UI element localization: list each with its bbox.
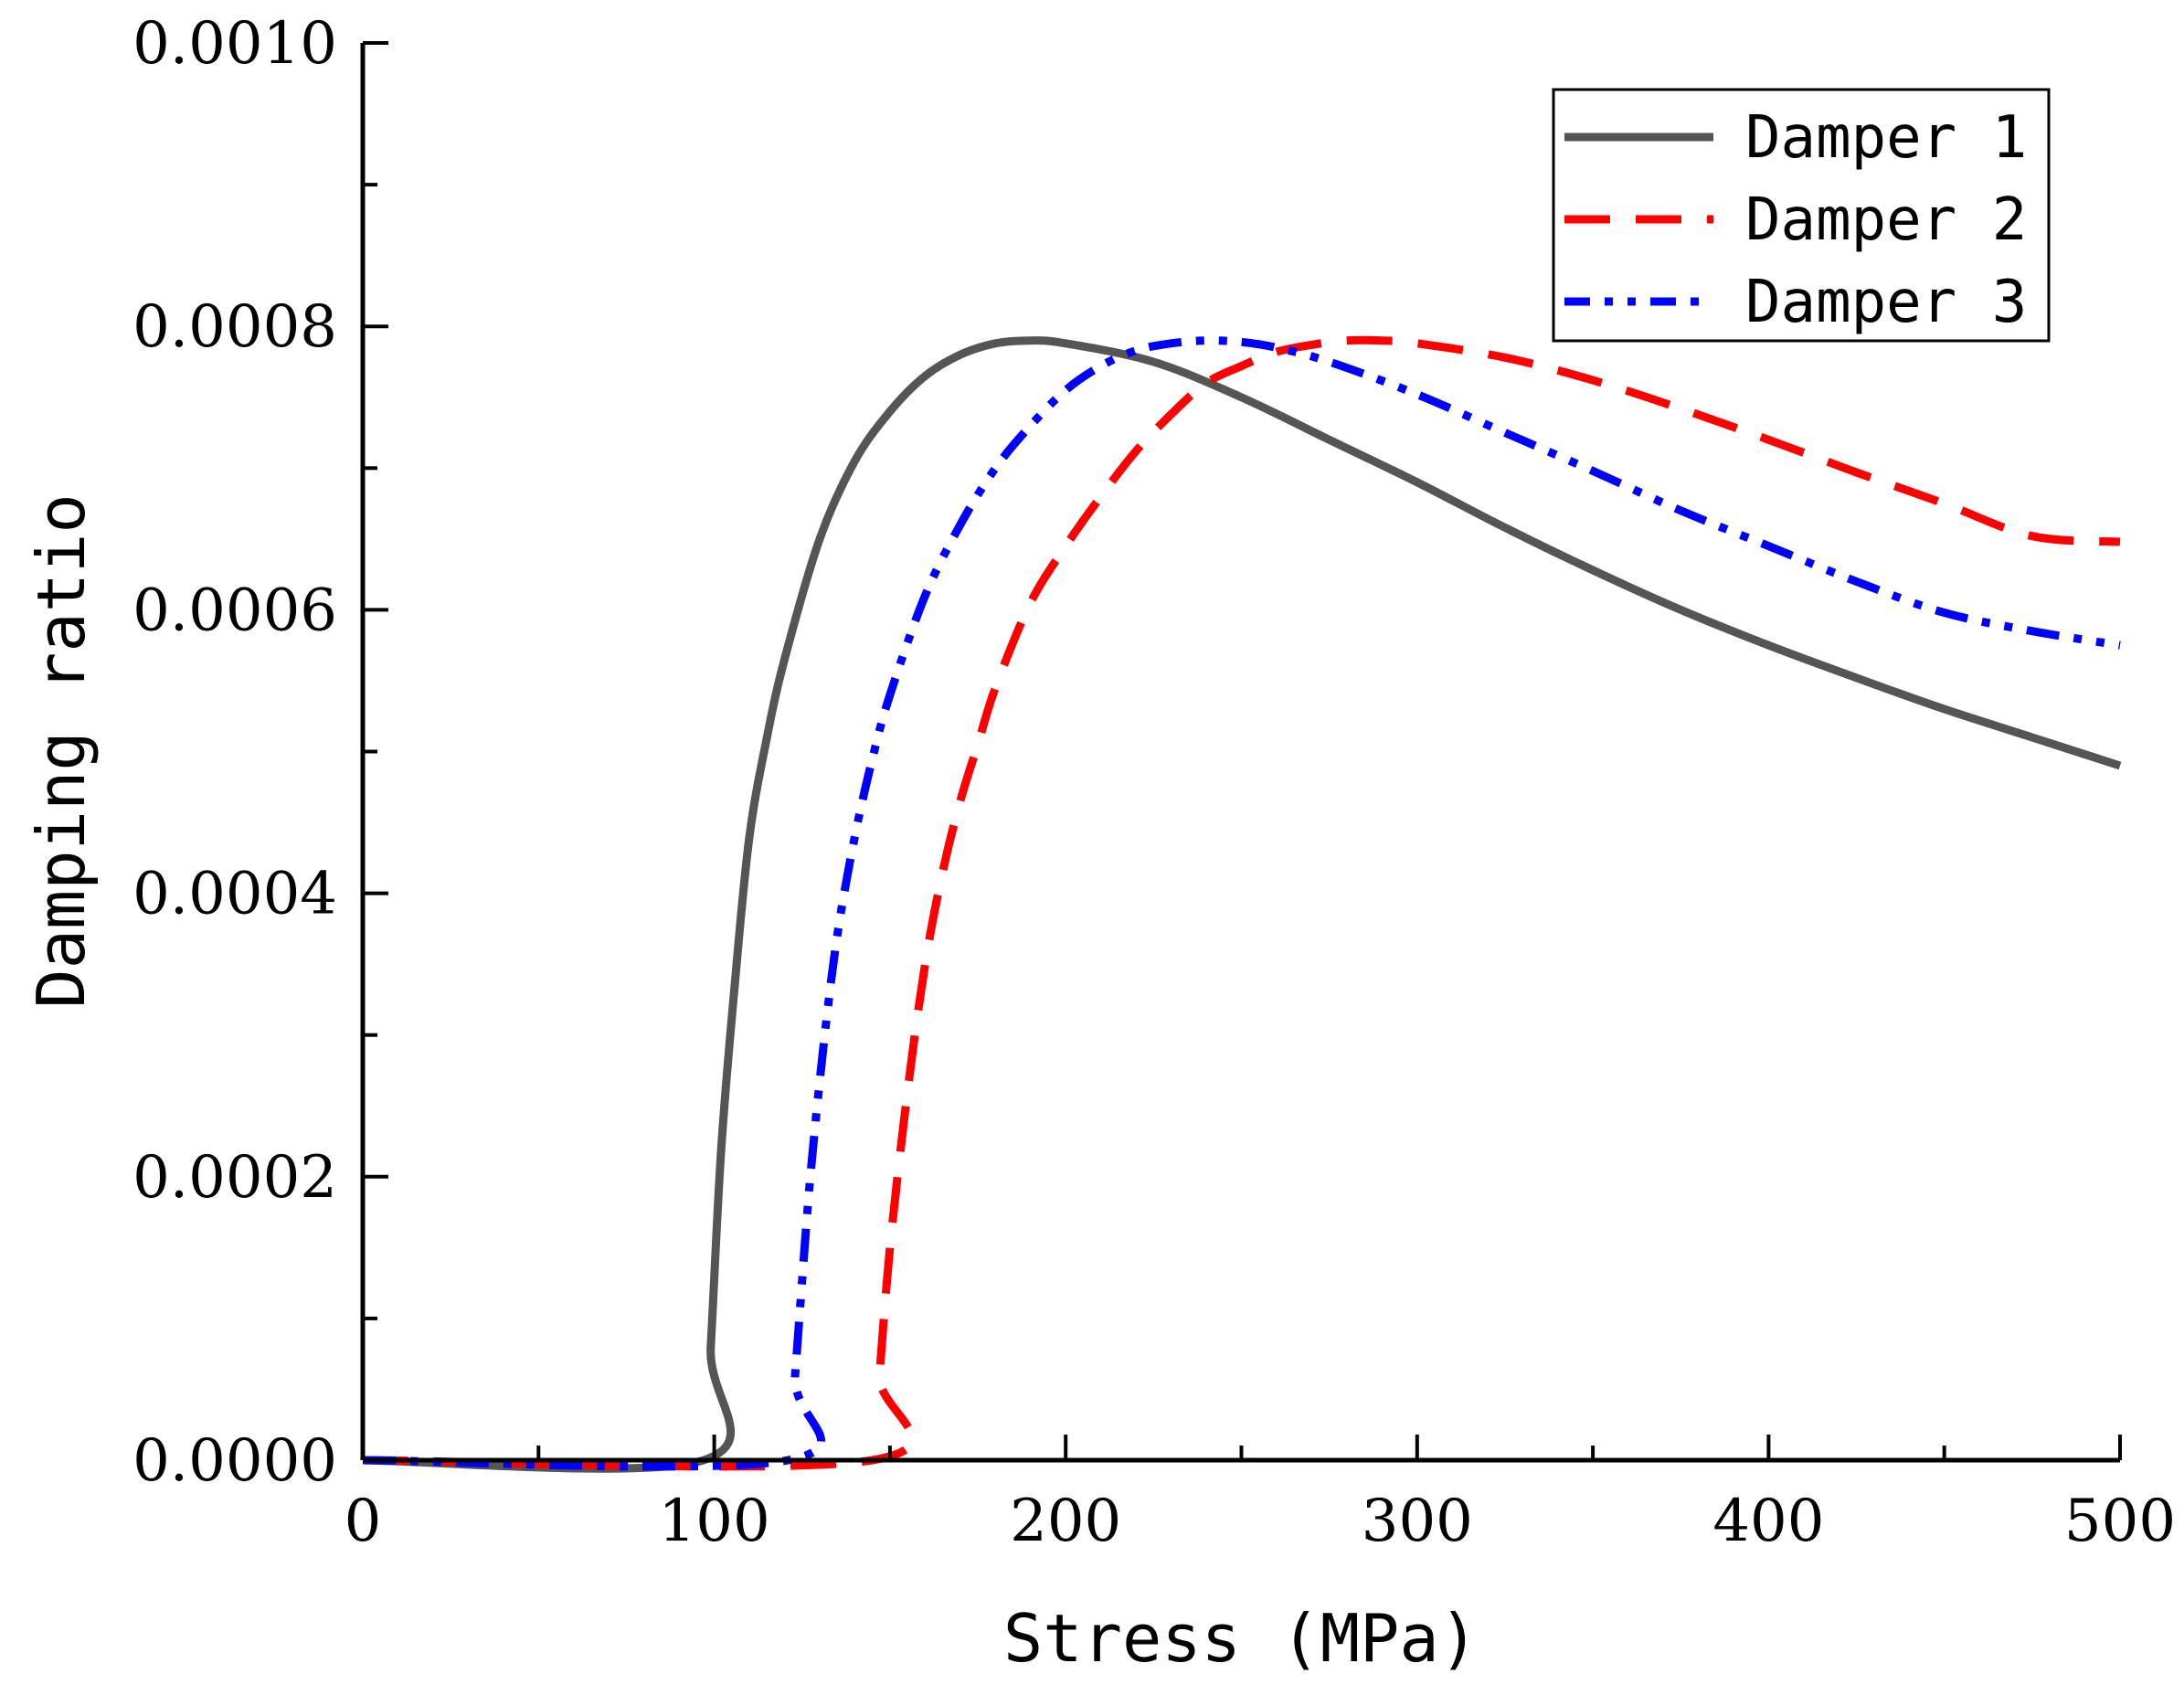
- y-tick-label: 0.0000: [133, 1427, 337, 1495]
- legend: Damper 1 Damper 2 Damper 3: [1552, 88, 2051, 343]
- plot-lines: [362, 335, 2122, 1473]
- x-tick-label: 200: [1010, 1488, 1121, 1555]
- series-line-damper-1: [362, 336, 2122, 1473]
- y-tick-label: 0.0006: [133, 577, 337, 644]
- series-line-damper-2: [362, 335, 2121, 1471]
- x-tick-label: 0: [345, 1488, 382, 1555]
- y-tick-label: 0.0010: [133, 10, 337, 78]
- x-ticks: 0 100 200 300 400 500: [345, 1435, 2176, 1555]
- x-axis-title: Stress (MPa): [1003, 1600, 1479, 1677]
- y-tick-label: 0.0008: [133, 293, 337, 361]
- y-axis-title: Damping ratio: [23, 493, 100, 1009]
- legend-label-damper-3: Damper 3: [1745, 269, 2027, 336]
- x-tick-label: 100: [659, 1488, 770, 1555]
- x-tick-label: 400: [1712, 1488, 1824, 1555]
- legend-label-damper-2: Damper 2: [1745, 186, 2027, 254]
- x-tick-label: 300: [1362, 1488, 1473, 1555]
- y-tick-label: 0.0002: [133, 1144, 337, 1212]
- y-tick-label: 0.0004: [133, 861, 337, 928]
- legend-label-damper-1: Damper 1: [1745, 104, 2027, 172]
- y-ticks: 0.0000 0.0002 0.0004 0.0006 0.0008 0.0010: [133, 10, 388, 1495]
- x-tick-label: 500: [2064, 1488, 2176, 1555]
- series-line-damper-3: [362, 336, 2121, 1471]
